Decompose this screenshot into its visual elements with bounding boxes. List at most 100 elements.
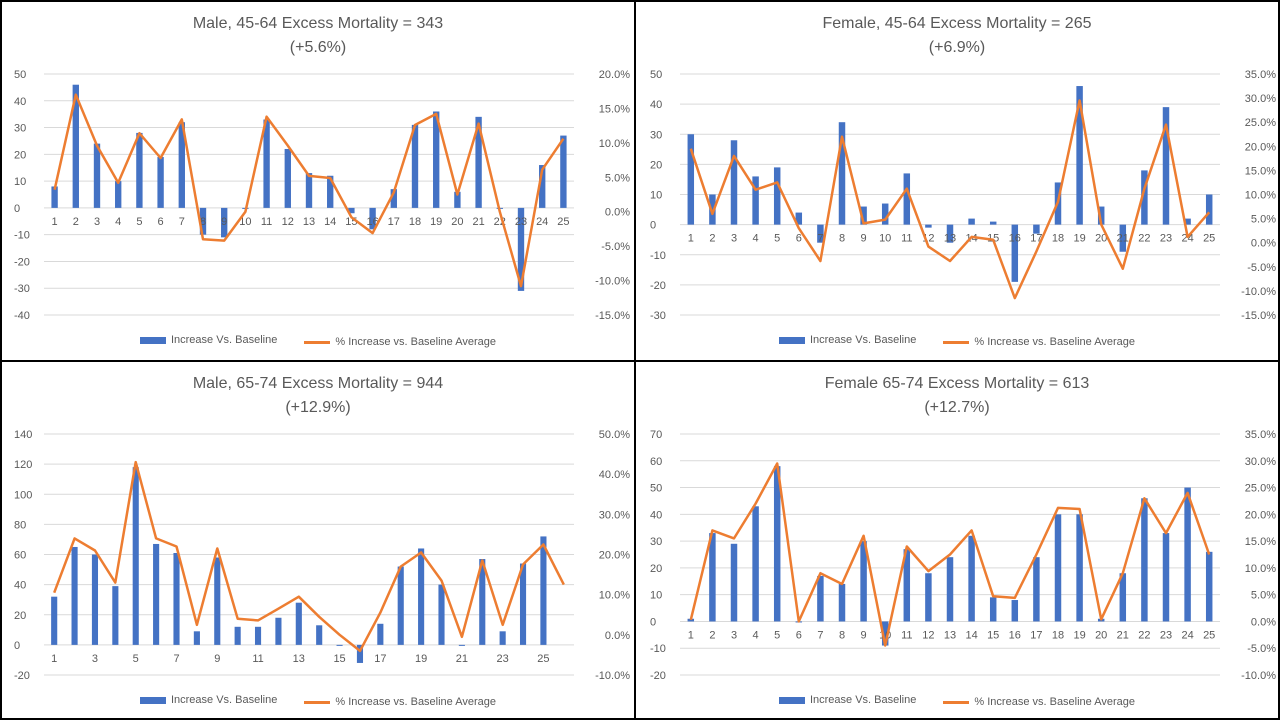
y-tick-label: -40 [14, 310, 30, 322]
x-tick-label: 21 [456, 653, 468, 665]
x-tick-label: 19 [415, 653, 427, 665]
bar [305, 173, 313, 208]
y2-tick-label: -10.0% [595, 670, 630, 682]
bar [1033, 224, 1040, 234]
bar [1141, 170, 1148, 225]
x-tick-label: 17 [1030, 629, 1042, 641]
y2-tick-label: 5.0% [1251, 590, 1276, 602]
bar [173, 552, 180, 645]
x-tick-label: 20 [451, 216, 463, 228]
x-tick-label: 2 [709, 629, 715, 641]
x-tick-label: 21 [1117, 233, 1129, 245]
y-tick-label: -20 [14, 256, 30, 268]
x-tick-label: 11 [261, 216, 272, 228]
legend-bar-swatch [139, 336, 166, 344]
bar [356, 644, 364, 663]
x-tick-label: 2 [709, 233, 715, 245]
series-line [53, 460, 565, 653]
x-tick-label: 25 [557, 216, 569, 228]
chart-panel-male-65-74: Male, 65-74 Excess Mortality = 944 (+12.… [0, 360, 636, 720]
x-tick-label: 19 [1073, 629, 1085, 641]
bar [1162, 107, 1170, 225]
x-tick-label: 9 [861, 629, 867, 641]
chart-subtitle-line: (+12.9%) [285, 399, 351, 416]
y-tick-label: 30 [650, 129, 662, 141]
x-tick-label: 18 [1052, 233, 1064, 245]
legend-item-bar: Increase Vs. Baseline [778, 694, 916, 706]
x-tick-label: 1 [52, 216, 58, 228]
y2-tick-label: 20.0% [599, 550, 630, 562]
y-tick-label: -10 [14, 230, 30, 242]
chart-legend: Increase Vs. Baseline % Increase vs. Bas… [2, 334, 634, 348]
bar [221, 207, 228, 238]
y2-tick-label: -15.0% [1241, 310, 1276, 322]
bar [214, 557, 221, 645]
x-tick-label: 10 [239, 216, 251, 228]
bar [454, 191, 461, 208]
legend-bar-label: Increase Vs. Baseline [170, 334, 278, 346]
bar [369, 207, 376, 230]
bar [946, 557, 954, 622]
y-tick-label: 50 [14, 69, 26, 81]
legend-item-bar: Increase Vs. Baseline [139, 694, 277, 706]
x-tick-label: 24 [1181, 629, 1193, 641]
bar [499, 631, 506, 645]
legend-line-label: % Increase vs. Baseline Average [335, 336, 497, 348]
x-tick-label: 12 [922, 629, 934, 641]
y-tick-label: -30 [14, 283, 30, 295]
bar [1205, 194, 1213, 225]
bar [1184, 218, 1191, 225]
bar [925, 224, 932, 228]
y2-tick-label: 50.0% [599, 429, 630, 441]
y2-tick-label: 40.0% [599, 469, 630, 481]
bar [377, 623, 384, 645]
bar [1162, 533, 1170, 622]
chart-title-line: Female, 45-64 Excess Mortality = 265 [822, 15, 1092, 32]
chart-title: Male, 65-74 Excess Mortality = 944 (+12.… [2, 372, 634, 420]
y-tick-label: 60 [14, 550, 26, 562]
chart-plot-area: -20 -10 0 10 20 30 40 50 60 70 -10.0% -5.0% 0.0% 5.0%… [650, 429, 1276, 682]
bar [1054, 514, 1062, 622]
chart-plot-area: -30 -20 -10 0 10 20 30 40 50 -15.0% -10.0% -5.0% 0.0… [650, 69, 1276, 322]
x-tick-label: 15 [987, 629, 999, 641]
legend-item-bar: Increase Vs. Baseline [778, 334, 916, 346]
chart-title: Female, 45-64 Excess Mortality = 265 (+6… [636, 12, 1278, 60]
chart-title-line: Male, 65-74 Excess Mortality = 944 [192, 375, 444, 392]
x-tick-label: 25 [1203, 233, 1215, 245]
bar [199, 207, 207, 235]
bar [112, 586, 119, 645]
x-tick-label: 8 [839, 233, 845, 245]
legend-bar-swatch [139, 696, 166, 704]
x-tick-label: 23 [515, 216, 527, 228]
y-tick-label: 40 [650, 99, 662, 111]
x-tick-label: 10 [879, 233, 891, 245]
x-tick-label: 7 [179, 216, 185, 228]
y-tick-label: 20 [650, 159, 662, 171]
bar [1141, 498, 1148, 622]
chart-subtitle-line: (+12.7%) [924, 399, 990, 416]
bar [817, 575, 824, 622]
y-tick-label: 80 [14, 519, 26, 531]
y-tick-label: -20 [650, 670, 666, 682]
x-tick-label: 11 [901, 233, 912, 245]
y2-tick-label: 5.0% [605, 172, 630, 184]
y-tick-label: -20 [650, 280, 666, 292]
bar [540, 536, 547, 645]
y2-tick-label: 0.0% [1251, 238, 1276, 250]
y2-tick-label: -10.0% [1241, 670, 1276, 682]
bar [752, 176, 759, 225]
legend-line-label: % Increase vs. Baseline Average [335, 696, 497, 708]
bar [1097, 206, 1105, 225]
x-tick-label: 14 [324, 216, 336, 228]
y-tick-label: 0 [650, 616, 656, 628]
bar [989, 597, 997, 622]
x-tick-label: 11 [252, 653, 263, 665]
bar [336, 644, 343, 646]
x-tick-label: 18 [409, 216, 421, 228]
y2-tick-label: 15.0% [1245, 536, 1276, 548]
bar [539, 165, 546, 208]
y2-tick-label: -5.0% [1247, 262, 1276, 274]
x-tick-label: 19 [1073, 233, 1085, 245]
y2-tick-label: 30.0% [599, 509, 630, 521]
y-tick-label: 30 [650, 536, 662, 548]
